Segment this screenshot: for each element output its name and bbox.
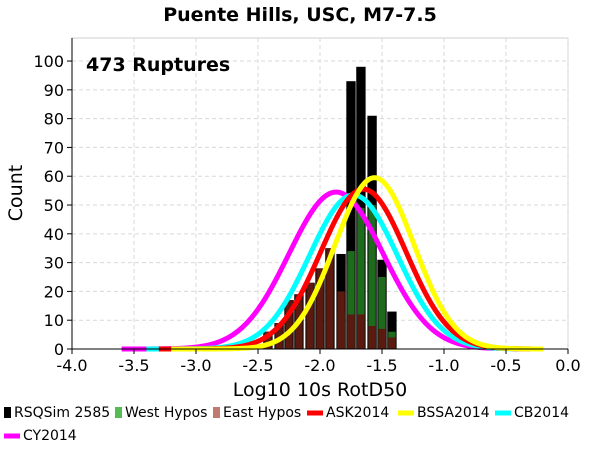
y-tick-label: 100: [33, 52, 64, 71]
axes: -4.0 -3.5 -3.0 -2.5 -2.0 -1.5 -1.0 -0.5 0.0 0 10 20…: [33, 38, 581, 375]
west-hypos-bar: [347, 251, 355, 349]
east-hypos-bar: [275, 323, 283, 349]
y-tick-label: 30: [44, 254, 64, 273]
legend-swatch: [115, 407, 122, 418]
west-hypos-bar: [368, 205, 376, 349]
y-tick-label: 80: [44, 110, 64, 129]
west-hypos-bar: [378, 277, 386, 349]
x-tick-label: -1.0: [428, 356, 459, 375]
x-axis-label: Log10 10s RotD50: [233, 379, 408, 401]
legend-label: CB2014: [514, 405, 569, 421]
y-axis-label: Count: [5, 165, 27, 221]
legend-swatch: [213, 407, 220, 418]
east-hypos-bar: [264, 331, 272, 349]
x-tick-label: -2.5: [242, 356, 273, 375]
legend-label: BSSA2014: [417, 405, 490, 421]
legend-label: West Hypos: [125, 405, 207, 421]
y-tick-label: 90: [44, 81, 64, 100]
y-tick-label: 10: [44, 311, 64, 330]
east-hypos-bar: [388, 337, 396, 349]
y-tick-label: 50: [44, 196, 64, 215]
y-tick-label: 60: [44, 167, 64, 186]
rsqsim-bar: [387, 311, 397, 349]
x-tick-label: -0.5: [490, 356, 521, 375]
east-hypos-bar: [306, 282, 314, 349]
y-tick-label: 40: [44, 225, 64, 244]
rupture-count-annotation: 473 Ruptures: [86, 54, 230, 76]
x-tick-label: -1.5: [366, 356, 397, 375]
east-hypos-bar: [378, 328, 386, 349]
legend: RSQSim 2585 West Hypos East Hypos ASK2014 BS…: [4, 405, 569, 444]
x-tick-label: -3.0: [180, 356, 211, 375]
gmpe-curves: [121, 175, 544, 352]
west-hypos-bar: [357, 207, 365, 349]
x-tick-label: -4.0: [56, 356, 87, 375]
x-tick-label: 0.0: [555, 356, 580, 375]
east-hypos-bar: [347, 314, 355, 349]
east-hypos-bar: [357, 314, 365, 349]
legend-label: ASK2014: [326, 405, 389, 421]
y-tick-label: 0: [54, 340, 64, 359]
legend-label: CY2014: [23, 428, 77, 444]
legend-label: East Hypos: [223, 405, 301, 421]
east-hypos-bar: [337, 291, 345, 349]
x-tick-label: -3.5: [118, 356, 149, 375]
legend-label: RSQSim 2585: [14, 405, 110, 421]
east-hypos-bar: [285, 300, 293, 349]
y-tick-label: 20: [44, 282, 64, 301]
east-hypos-bar: [316, 268, 324, 349]
east-hypos-bar: [368, 325, 376, 349]
y-tick-label: 70: [44, 138, 64, 157]
legend-swatch: [4, 407, 11, 418]
rsqsim-bar: [346, 81, 356, 349]
chart-title: Puente Hills, USC, M7-7.5: [163, 4, 437, 26]
east-hypos-bar: [326, 248, 334, 349]
x-tick-label: -2.0: [304, 356, 335, 375]
